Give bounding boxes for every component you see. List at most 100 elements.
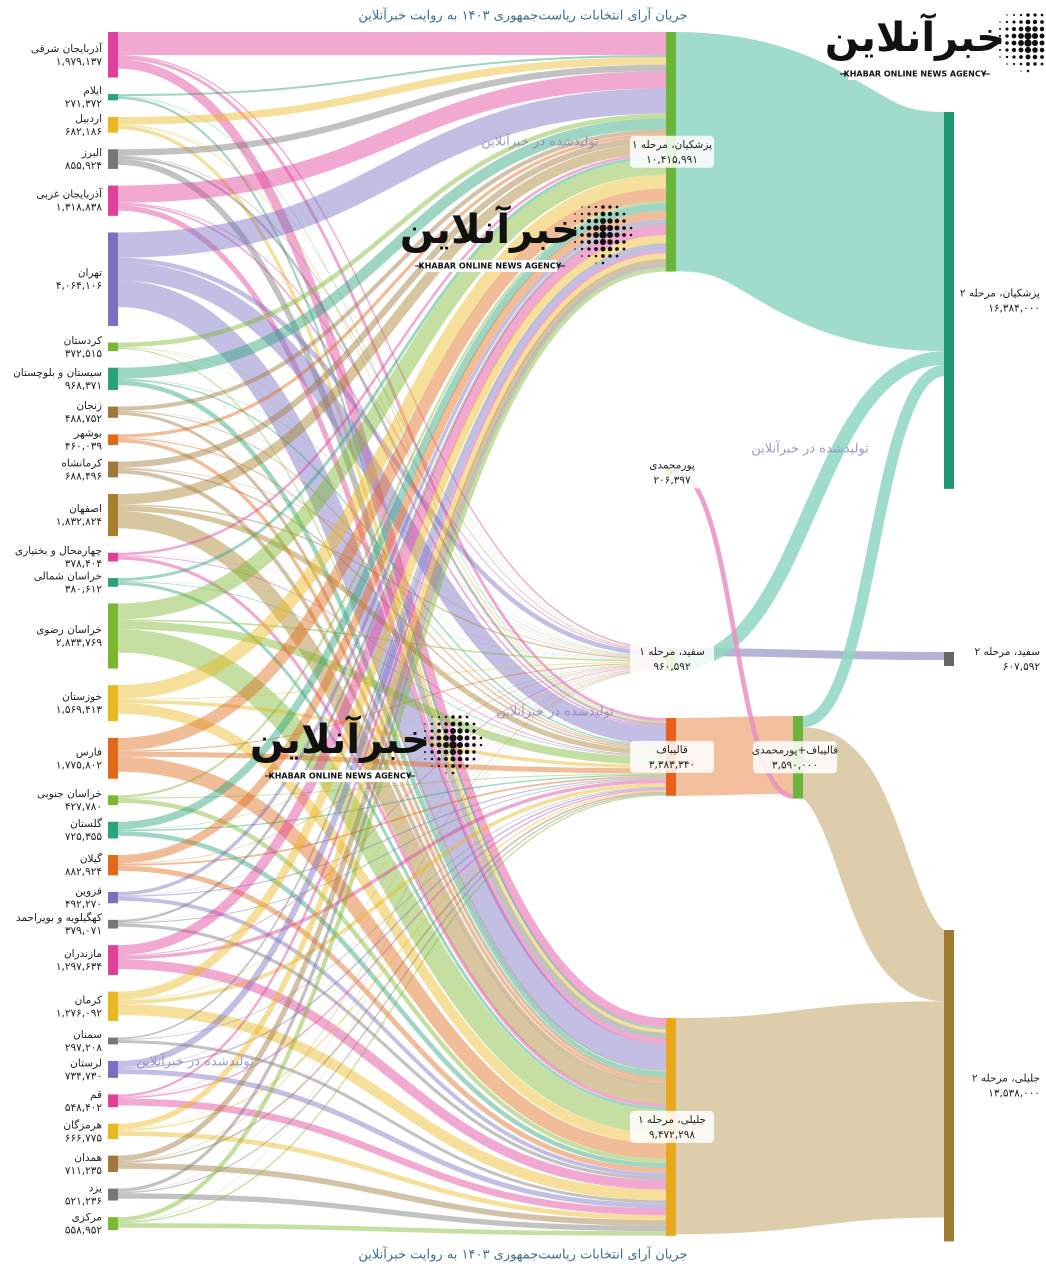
flow-link	[117, 1223, 667, 1236]
node-bar	[108, 94, 118, 101]
logo-dot	[1032, 54, 1038, 60]
node-value: ۷۲۵,۳۵۵	[65, 831, 103, 843]
node-bar	[108, 1037, 118, 1045]
flow-link	[117, 96, 667, 722]
logo-dot	[607, 218, 613, 224]
logo-dot	[1006, 14, 1008, 16]
logo-dot	[436, 735, 442, 741]
flow-link	[117, 787, 667, 1070]
node-label: کرمان	[75, 994, 102, 1006]
logo-tagline: KHABAR ONLINE NEWS AGENCY	[419, 262, 562, 271]
logo: خبرآنلاین KHABAR ONLINE NEWS AGENCY	[825, 12, 1045, 80]
logo-dot	[431, 716, 433, 718]
flow-link	[117, 259, 667, 1161]
logo-dot	[1025, 19, 1031, 25]
logo-dot	[581, 206, 583, 208]
flow-link	[117, 210, 667, 864]
logo-dot	[580, 240, 584, 244]
node-value: ۹۶۰,۵۹۲	[653, 661, 691, 673]
flow-link	[117, 665, 667, 956]
flow-link	[117, 665, 667, 923]
flow-link	[117, 581, 667, 757]
logo-dot	[479, 743, 483, 747]
flow-link	[117, 244, 667, 1068]
node-value: ۷۱۱,۲۳۵	[65, 1165, 103, 1177]
logo-dot	[472, 736, 476, 740]
flow-link	[117, 118, 667, 379]
node-bar	[108, 367, 118, 390]
flow-link	[117, 257, 667, 657]
flow-link	[117, 777, 667, 897]
logo-dot	[444, 757, 448, 761]
logo-dot	[465, 757, 469, 761]
logo-dot	[449, 734, 457, 742]
logo-dot	[456, 734, 464, 742]
node-value: ۳۷۲,۵۱۵	[65, 348, 103, 360]
node-value: ۶۰۷,۵۹۲	[1003, 661, 1041, 673]
logo-dot	[606, 224, 614, 232]
logo-dot	[457, 721, 463, 727]
flow-link	[117, 669, 667, 1222]
flow-link	[675, 351, 945, 670]
flow-link	[117, 1131, 667, 1221]
logo-dot	[600, 246, 606, 252]
logo-dot	[587, 212, 591, 216]
flow-link	[117, 253, 667, 1130]
flow-link	[117, 129, 667, 411]
logo-dot	[622, 240, 626, 244]
node-value: ۲۰۶,۳۹۷	[653, 474, 691, 486]
watermark: تولیدشده در خبرآنلاین	[496, 703, 614, 720]
flow-link	[117, 378, 667, 658]
logo-dot	[1012, 20, 1016, 24]
logo-dot	[1032, 26, 1038, 32]
node-value: ۴۲۷,۷۸۰	[65, 801, 102, 813]
node-bar	[108, 434, 118, 445]
logo-dot	[622, 233, 626, 237]
logo-dot	[436, 728, 442, 734]
flow-link	[117, 56, 667, 721]
flow-link	[117, 669, 667, 1193]
logo-tagline: KHABAR ONLINE NEWS AGENCY	[844, 70, 987, 79]
logo-dot	[580, 233, 584, 237]
flow-link	[117, 629, 667, 1134]
node-label: مازندران	[64, 948, 102, 960]
node-label: هرمزگان	[63, 1118, 102, 1131]
node-label: خوزستان	[62, 691, 102, 703]
label-box	[630, 740, 714, 773]
node-label: قزوین	[75, 886, 102, 898]
logo-tagline: KHABAR ONLINE NEWS AGENCY	[269, 772, 412, 781]
flow-link	[117, 155, 667, 582]
flow-link	[117, 778, 667, 924]
logo-dot	[457, 756, 463, 762]
node-label: اردبیل	[75, 113, 102, 125]
logo-dot	[1011, 33, 1017, 39]
node-bar	[108, 32, 118, 78]
node-value: ۱,۸۳۲,۸۲۴	[56, 516, 102, 528]
flow-link	[117, 555, 667, 660]
logo-dot	[1012, 62, 1016, 66]
node-label: پزشکیان، مرحله ۱	[632, 139, 712, 151]
logo-dot	[472, 729, 476, 733]
flow-link	[117, 619, 667, 662]
logo-dot	[1005, 27, 1009, 31]
flow-link	[117, 55, 667, 97]
logo-dot	[464, 735, 470, 741]
logo-dot	[1005, 20, 1009, 24]
logo-dot	[1019, 55, 1023, 59]
logo-dot	[444, 715, 448, 719]
logo-dot	[449, 748, 457, 756]
flow-link	[117, 668, 667, 1162]
node-bar	[108, 991, 118, 1021]
logo-dot	[423, 743, 427, 747]
node-label: خراسان جنوبی	[37, 788, 102, 800]
logo-dot	[465, 715, 469, 719]
flow-link	[117, 203, 667, 830]
node-bar	[108, 737, 118, 779]
flow-link	[117, 556, 667, 1108]
flow-link	[117, 125, 667, 1033]
logo-dot	[581, 255, 583, 257]
logo-dot	[444, 764, 448, 768]
logo-dot	[465, 722, 469, 726]
logo-dot	[594, 205, 598, 209]
